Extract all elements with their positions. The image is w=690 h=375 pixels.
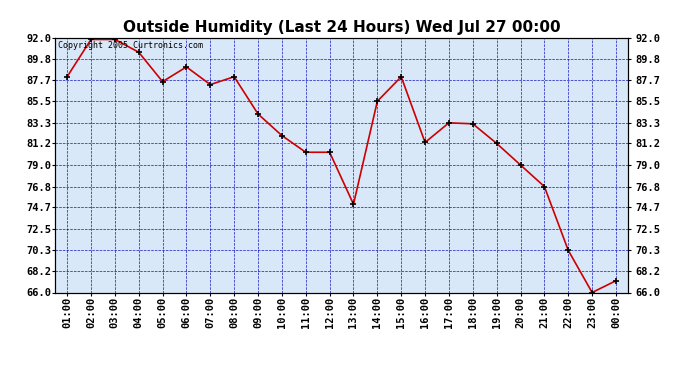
- Title: Outside Humidity (Last 24 Hours) Wed Jul 27 00:00: Outside Humidity (Last 24 Hours) Wed Jul…: [123, 20, 560, 35]
- Text: Copyright 2005 Curtronics.com: Copyright 2005 Curtronics.com: [58, 41, 203, 50]
